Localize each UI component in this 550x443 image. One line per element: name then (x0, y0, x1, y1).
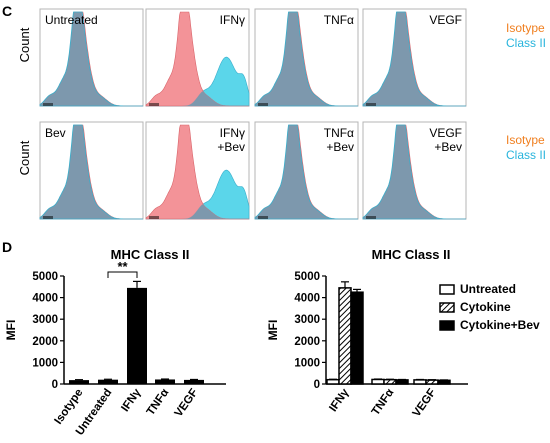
histogram-panel: VEGF (362, 8, 467, 107)
histogram-label: IFNγ (220, 126, 245, 140)
y-tick-label: 5000 (32, 271, 58, 283)
y-tick-label: 2000 (294, 336, 320, 348)
histogram-label: VEGF (429, 126, 462, 140)
x-tick-label: VEGF (173, 387, 201, 420)
panel-c-letter: C (2, 3, 12, 19)
significance-label: ** (117, 259, 128, 274)
y-tick-label: 0 (52, 379, 58, 391)
legend-swatch (439, 302, 455, 313)
class-ii-histogram (254, 11, 358, 107)
x-tick-label: VEGF (411, 387, 439, 420)
histogram-label: Bev (45, 126, 66, 140)
legend-label: Cytokine+Bev (460, 318, 540, 332)
class-ii-histogram (39, 124, 143, 220)
y-tick-label: 4000 (294, 293, 320, 305)
legend-class-ii: Class II (506, 148, 546, 162)
legend-class-ii: Class II (506, 36, 546, 50)
panel-d: D MHC Class II010002000300040005000MFIIs… (2, 239, 540, 438)
legend-label: Untreated (460, 282, 516, 296)
legend-label: Cytokine (460, 300, 511, 314)
bar-hatched (338, 287, 352, 385)
x-tick-label: TNFα (145, 387, 172, 418)
bar-chart-cytokines: MHC Class II 0 1000 2000 3000 4000 5000 MFI Untr… (266, 247, 540, 419)
legend-swatch (439, 284, 455, 295)
bar-solid (350, 291, 364, 385)
bar-hatched (425, 379, 439, 385)
y-axis-label: MFI (4, 320, 18, 341)
histogram-label: +Bev (434, 140, 462, 154)
histogram-label: TNFα (324, 126, 354, 140)
x-tick-label: IFNγ (327, 386, 351, 414)
overlap-histogram (146, 204, 249, 219)
class-ii-histogram (254, 124, 358, 220)
y-tick-label: 3000 (32, 314, 58, 326)
bar-open (413, 379, 427, 385)
panel-c: C Count Count Untreated IFNγ TNFα VEGF Bev IF… (2, 3, 546, 220)
bar (155, 379, 175, 384)
bar (127, 287, 147, 384)
legend-row-1: Isotype Class II (506, 21, 546, 50)
histogram-label: TNFα (324, 13, 354, 27)
histogram-panel: VEGF+Bev (362, 121, 467, 220)
isotype-histogram (145, 11, 249, 107)
y-tick-label: 4000 (32, 293, 58, 305)
bar (184, 379, 204, 384)
histogram-panel: IFNγ+Bev (145, 121, 250, 220)
histogram-label: VEGF (429, 13, 462, 27)
count-label-row-1: Count (17, 27, 32, 62)
bar-open (326, 378, 340, 385)
significance-bracket (107, 271, 138, 278)
bar (98, 379, 118, 384)
x-tick-label: TNFα (370, 387, 397, 418)
bar (69, 380, 89, 384)
legend-isotype: Isotype (506, 133, 545, 147)
isotype-histogram (145, 124, 249, 220)
class-ii-histogram (362, 11, 466, 107)
bar-open (371, 378, 385, 385)
histogram-panel: TNFα (254, 8, 359, 107)
histogram-panel: Untreated (39, 8, 144, 107)
chart-title: MHC Class II (111, 247, 190, 262)
chart-title: MHC Class II (372, 247, 451, 262)
x-tick-label: IFNγ (119, 386, 143, 414)
y-tick-label: 3000 (294, 314, 320, 326)
y-axis-label: MFI (266, 320, 280, 341)
bar-solid (395, 379, 409, 385)
histogram-panel: IFNγ (145, 8, 250, 107)
histogram-label: +Bev (217, 140, 245, 154)
y-tick-label: 5000 (294, 271, 320, 283)
histogram-label: IFNγ (220, 13, 245, 27)
overlap-histogram (146, 91, 249, 106)
panel-d-letter: D (2, 239, 12, 255)
bar-solid (437, 379, 451, 385)
histogram-label: Untreated (45, 13, 98, 27)
histogram-panel: Bev (39, 121, 144, 220)
legend-swatch (439, 320, 455, 331)
y-tick-label: 1000 (32, 357, 58, 369)
bar-chart-conditions: MHC Class II010002000300040005000MFIIsot… (4, 247, 226, 438)
y-tick-label: 2000 (32, 336, 58, 348)
class-ii-histogram (39, 11, 143, 107)
count-label-row-2: Count (17, 140, 32, 175)
legend-row-2: Isotype Class II (506, 133, 546, 162)
bar-hatched (383, 378, 397, 385)
histogram-label: +Bev (326, 140, 354, 154)
histogram-panel: TNFα+Bev (254, 121, 359, 220)
y-tick-label: 0 (314, 379, 320, 391)
class-ii-histogram (362, 124, 466, 220)
legend-isotype: Isotype (506, 21, 545, 35)
y-tick-label: 1000 (294, 357, 320, 369)
